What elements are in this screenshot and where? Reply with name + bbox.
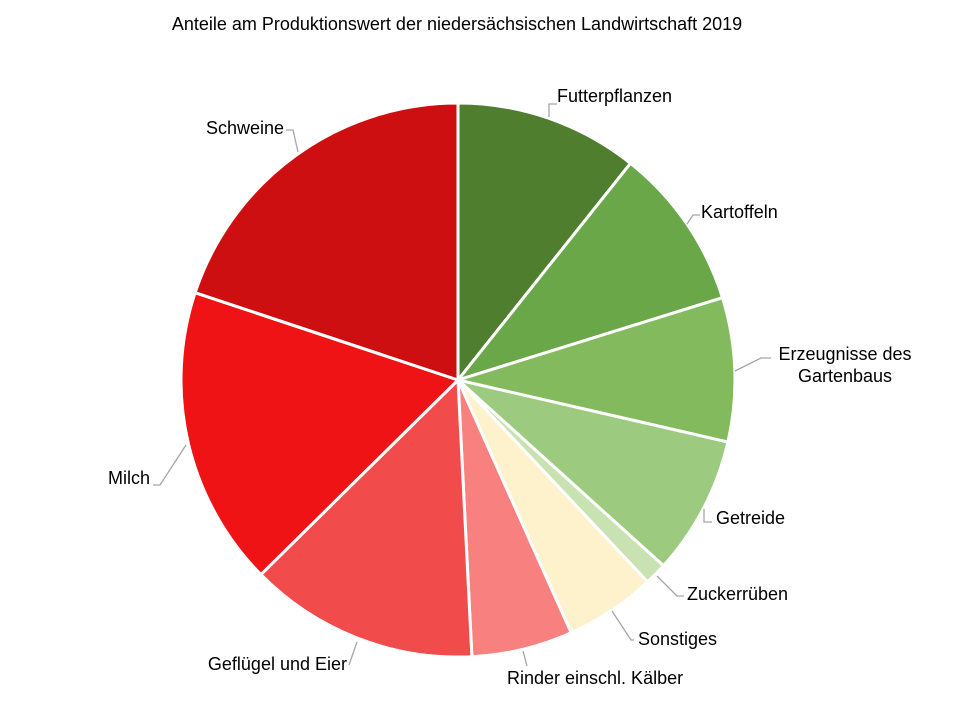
leader-line-zuckerrueben [656, 575, 684, 597]
pie-slice-gefluegel-und-eier [259, 378, 474, 659]
leader-line-futterpflanzen [548, 103, 557, 117]
leader-line-milch [153, 444, 187, 486]
leader-line-gefluegel-und-eier [348, 641, 358, 666]
leader-line-rinder-einschl-kaelber [522, 650, 528, 667]
pie-slice-getreide [456, 378, 730, 568]
leader-line-erzeugnisse-des-gartenbaus [734, 357, 771, 372]
leader-line-schweine [286, 129, 299, 153]
leader-line-getreide [703, 509, 712, 523]
slice-label-sonstiges: Sonstiges [638, 629, 717, 649]
slice-label-gefluegel-und-eier: Geflügel und Eier [208, 654, 347, 674]
slice-label-milch: Milch [108, 468, 150, 488]
slice-label-kartoffeln: Kartoffeln [701, 202, 778, 222]
pie-slice-milch [179, 291, 460, 577]
slice-label-schweine: Schweine [206, 118, 284, 138]
slice-label-rinder-einschl-kaelber: Rinder einschl. Kälber [507, 668, 683, 688]
pie-slice-futterpflanzen [456, 101, 632, 382]
leader-line-sonstiges [611, 610, 634, 641]
leader-line-kartoffeln [686, 214, 700, 225]
chart-title: Anteile am Produktionswert der niedersäc… [171, 14, 743, 34]
pie-slice-schweine [193, 101, 460, 382]
slice-label-futterpflanzen: Futterpflanzen [557, 86, 672, 106]
pie-slice-erzeugnisse-des-gartenbaus [456, 296, 737, 444]
slice-label-erzeugnisse-des-gartenbaus: Erzeugnisse des Gartenbaus [778, 344, 911, 386]
slice-label-getreide: Getreide [716, 508, 785, 528]
slice-label-zuckerrueben: Zuckerrüben [687, 584, 788, 604]
